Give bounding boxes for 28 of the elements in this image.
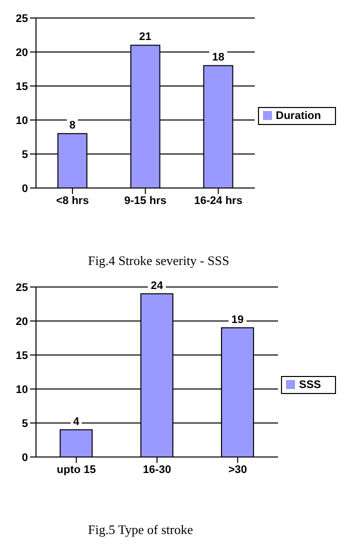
legend-label: SSS (298, 378, 321, 390)
y-tick-label: 15 (16, 80, 28, 93)
data-label: 18 (212, 52, 224, 64)
data-label: 24 (150, 280, 164, 292)
caption: Fig.4 Stroke severity - SSS (88, 253, 230, 269)
legend-label: Duration (276, 110, 321, 122)
data-label: 8 (69, 120, 76, 132)
y-tick-label: 25 (16, 282, 28, 294)
x-tick-label: 16-30 (142, 464, 172, 476)
data-label: 4 (73, 416, 80, 428)
y-tick-label: 25 (16, 12, 28, 25)
y-tick-label: 5 (22, 148, 28, 161)
x-tick-label: 16-24 hrs (194, 194, 242, 207)
y-tick-label: 15 (16, 350, 28, 362)
caption: Fig.5 Type of stroke (88, 522, 194, 538)
y-tick-label: 20 (16, 46, 28, 59)
y-tick-label: 0 (22, 452, 28, 464)
y-tick-label: 10 (16, 114, 28, 127)
y-tick-label: 10 (16, 384, 28, 396)
y-tick-label: 5 (22, 418, 28, 430)
x-tick-label: <8 hrs (56, 194, 89, 207)
y-tick-label: 20 (16, 316, 28, 328)
y-tick-label: 0 (22, 182, 28, 195)
data-label: 21 (139, 31, 152, 44)
data-label: 19 (231, 314, 244, 326)
x-tick-label: upto 15 (56, 464, 96, 476)
x-tick-label: 9-15 hrs (124, 194, 166, 207)
x-tick-label: >30 (228, 464, 247, 476)
